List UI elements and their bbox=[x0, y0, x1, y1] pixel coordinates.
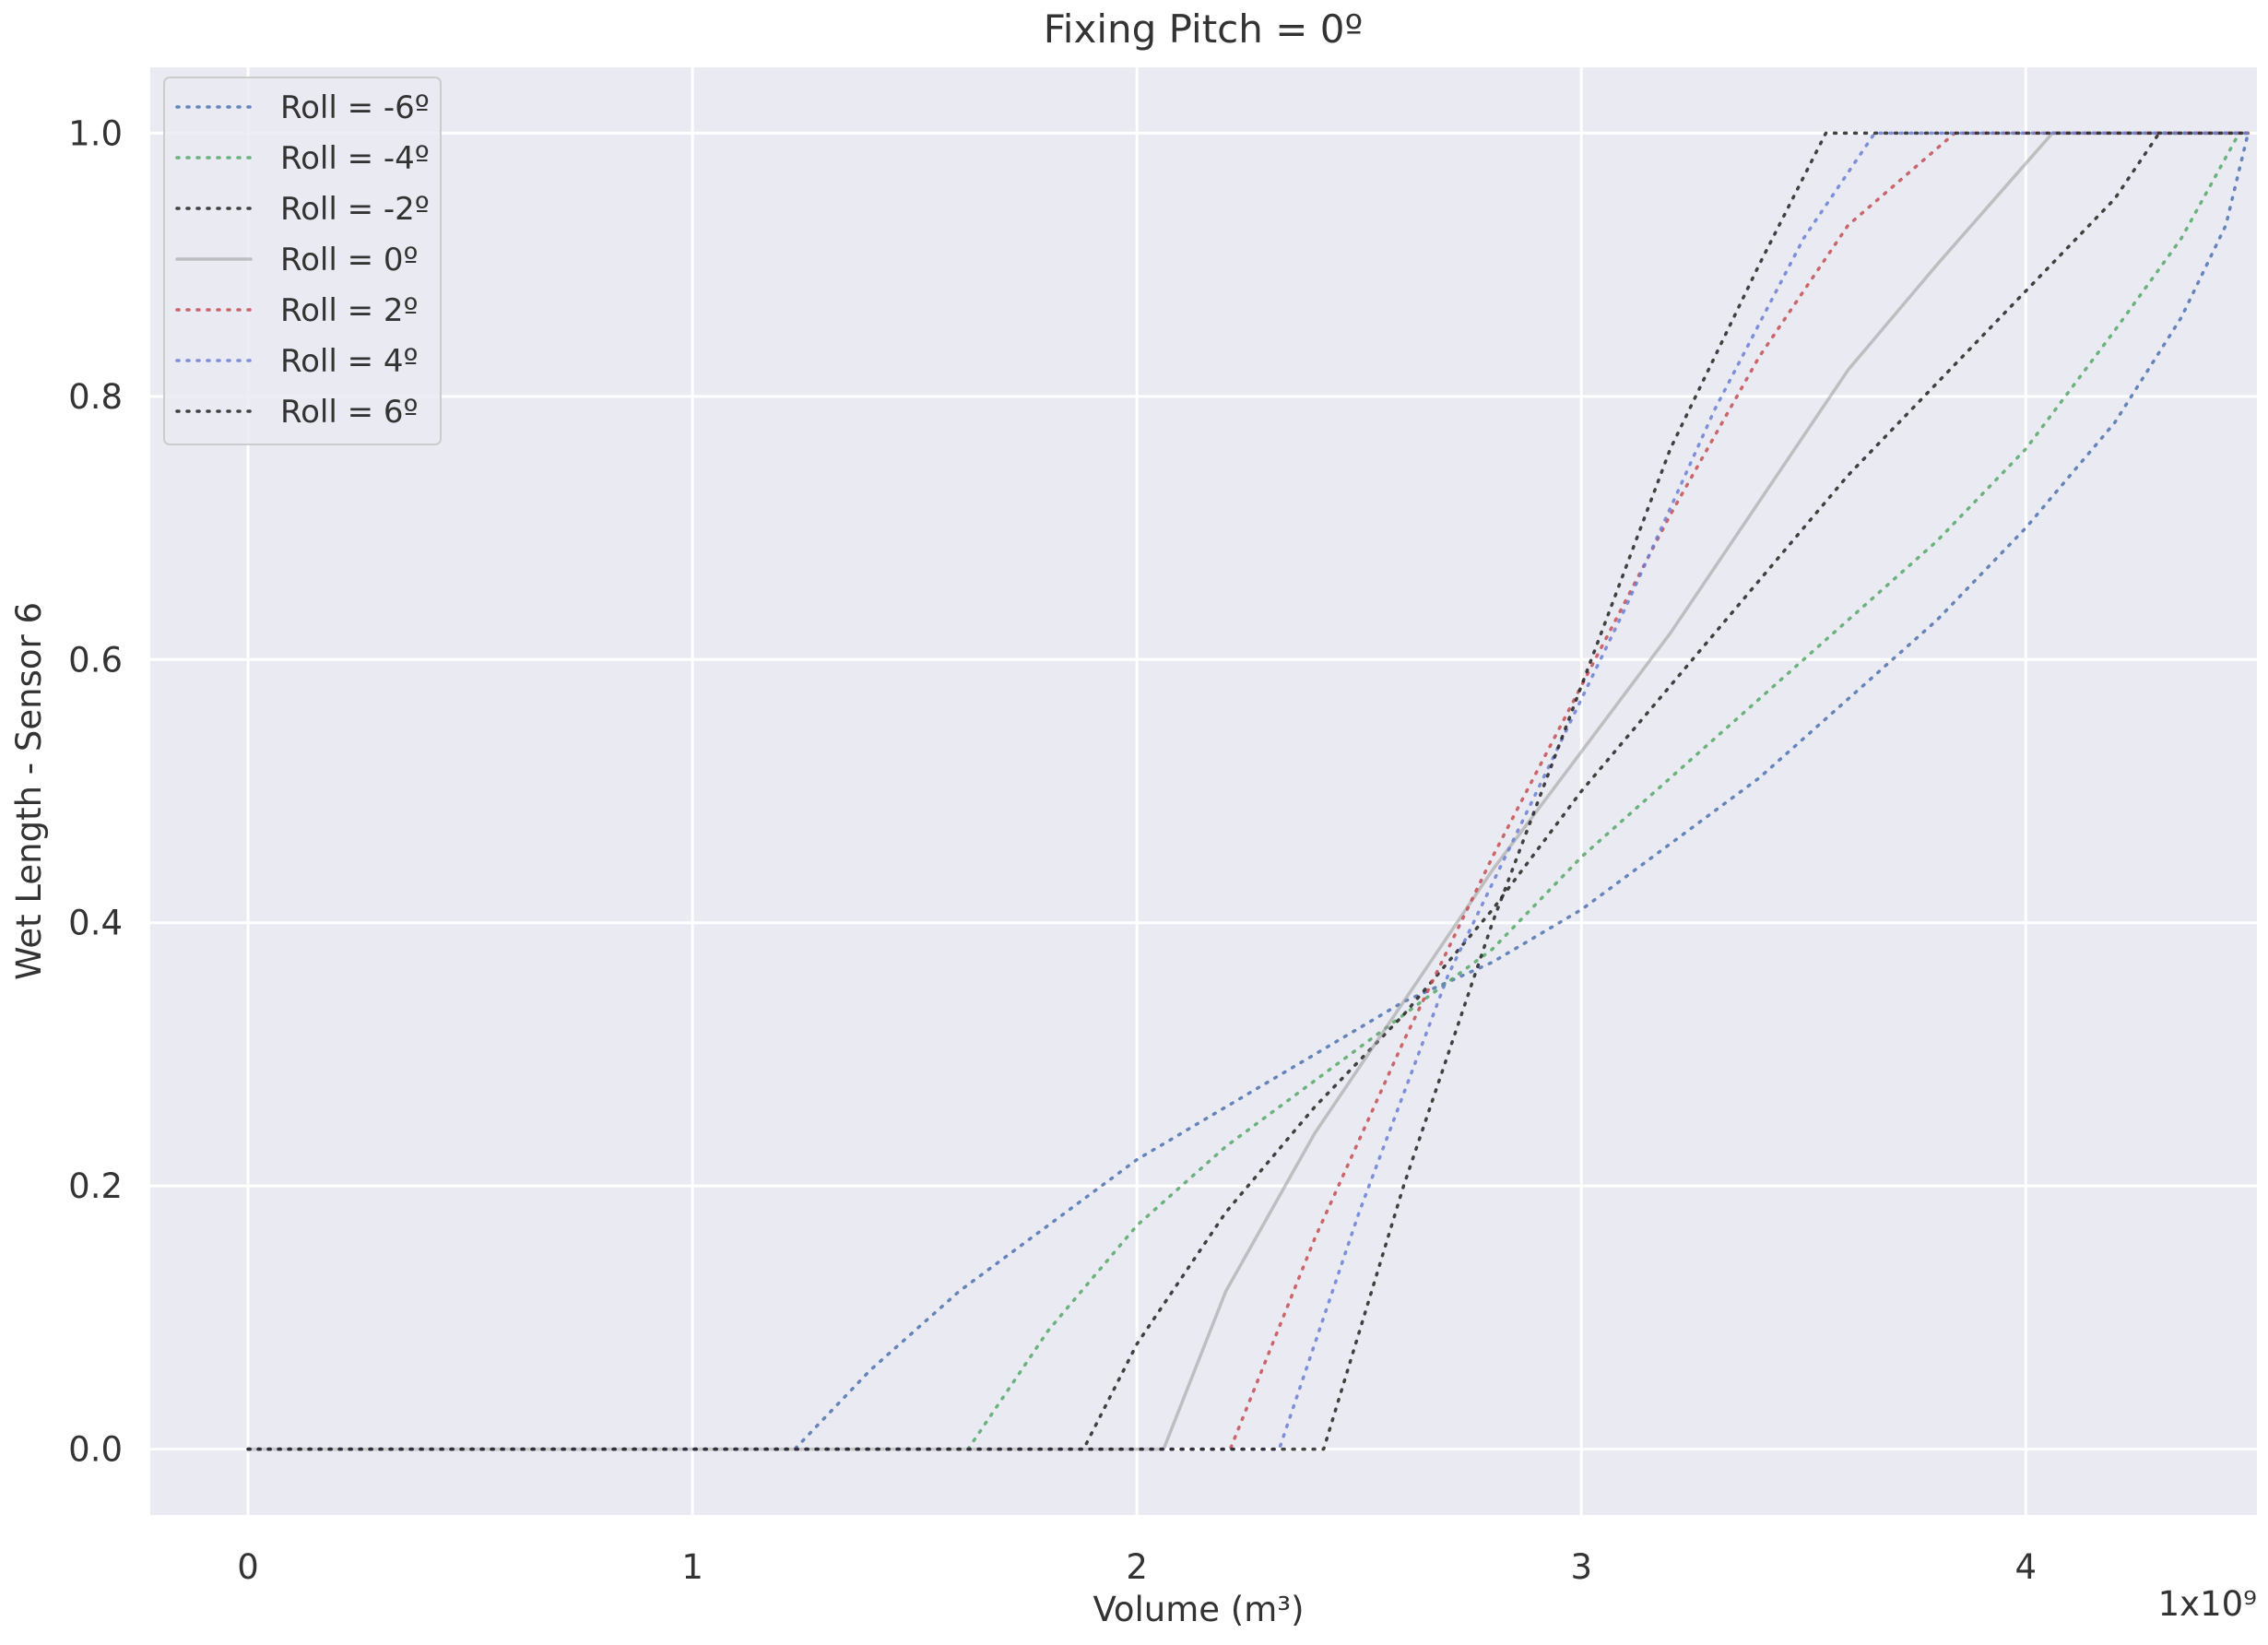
series-layer bbox=[246, 131, 2250, 1451]
x-tick-label: 1 bbox=[681, 1547, 703, 1587]
legend: Roll = -6º Roll = -4º Roll = -2º Roll = 0º R… bbox=[163, 77, 442, 445]
series-line-4 bbox=[246, 131, 2250, 1451]
x-tick-label: 4 bbox=[2015, 1547, 2038, 1587]
legend-label-1: Roll = -6º bbox=[280, 89, 430, 126]
plot-area bbox=[150, 67, 2257, 1515]
x-offset-label: 1x10⁹ bbox=[2158, 1584, 2257, 1624]
y-tick-label: 0.6 bbox=[68, 640, 123, 680]
legend-label-5: Roll = 2º bbox=[280, 292, 419, 329]
y-tick-label: 0.2 bbox=[68, 1166, 123, 1206]
y-tick-labels: 0.0 0.2 0.4 0.6 0.8 1.0 bbox=[68, 113, 123, 1469]
legend-label-6: Roll = 4º bbox=[280, 343, 419, 380]
legend-items: Roll = -6º Roll = -4º Roll = -2º Roll = 0º R… bbox=[175, 89, 430, 431]
series-line-2 bbox=[246, 131, 2241, 1451]
y-tick-label: 0.4 bbox=[68, 904, 123, 943]
legend-label-4: Roll = 0º bbox=[280, 242, 419, 278]
chart-title: Fixing Pitch = 0º bbox=[1044, 6, 1364, 52]
y-tick-label: 1.0 bbox=[68, 113, 123, 153]
series-line-3 bbox=[246, 131, 2250, 1451]
y-tick-label: 0.0 bbox=[68, 1430, 123, 1470]
series-line-7 bbox=[246, 131, 2250, 1451]
series-line-1 bbox=[246, 131, 2250, 1451]
y-axis-label: Wet Length - Sensor 6 bbox=[9, 602, 49, 980]
series-line-5 bbox=[246, 131, 2250, 1451]
legend-label-2: Roll = -4º bbox=[280, 140, 430, 177]
legend-box bbox=[163, 77, 442, 445]
x-tick-label: 3 bbox=[1570, 1547, 1592, 1587]
y-tick-label: 0.8 bbox=[68, 377, 123, 417]
x-tick-labels: 0 1 2 3 4 bbox=[237, 1547, 2037, 1587]
x-axis-label: Volume (m³) bbox=[1093, 1590, 1304, 1629]
legend-label-3: Roll = -2º bbox=[280, 191, 430, 228]
legend-label-7: Roll = 6º bbox=[280, 394, 419, 431]
series-line-6 bbox=[246, 131, 2250, 1451]
x-tick-label: 2 bbox=[1126, 1547, 1148, 1587]
x-tick-label: 0 bbox=[237, 1547, 259, 1587]
